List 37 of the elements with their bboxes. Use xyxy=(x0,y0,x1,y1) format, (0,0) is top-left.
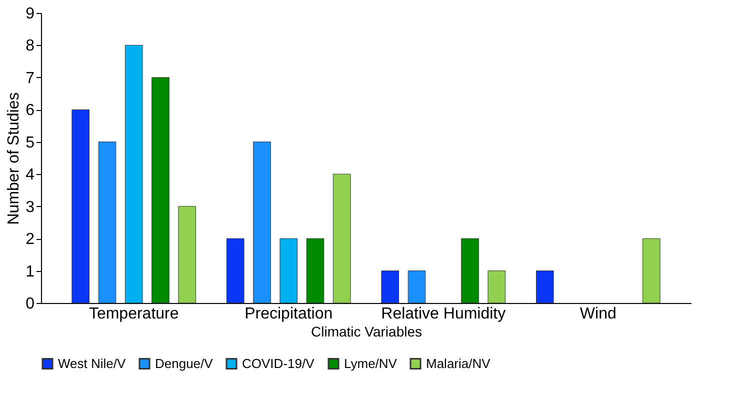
bar xyxy=(124,44,143,304)
y-tick-label: 7 xyxy=(26,70,35,87)
x-axis-title: Climatic Variables xyxy=(311,324,422,340)
x-tick-label: Wind xyxy=(580,306,616,322)
legend-label: West Nile/V xyxy=(58,356,126,371)
y-tick-label: 0 xyxy=(26,296,35,312)
bar xyxy=(488,270,506,304)
y-tick-label: 2 xyxy=(26,231,35,248)
bar xyxy=(408,270,426,304)
bar xyxy=(72,109,90,304)
legend-label: Lyme/NV xyxy=(344,356,398,371)
x-tick-label: Precipitation xyxy=(244,306,333,322)
bar xyxy=(152,77,170,304)
y-tick-label: 9 xyxy=(26,6,35,22)
legend-label: Dengue/V xyxy=(155,356,214,371)
bar xyxy=(280,238,298,304)
bar xyxy=(226,238,244,304)
y-axis-title: Number of Studies xyxy=(6,92,23,225)
y-tick-label: 8 xyxy=(26,38,35,55)
x-tick-label: Temperature xyxy=(88,306,179,322)
y-tick-label: 3 xyxy=(26,198,35,216)
bar xyxy=(306,238,324,304)
y-tick-label: 4 xyxy=(26,166,35,184)
legend-label: COVID-19/V xyxy=(242,356,315,371)
bar xyxy=(332,174,351,304)
y-tick-label: 5 xyxy=(26,134,35,152)
bar xyxy=(642,238,660,304)
legend-label: Malaria/NV xyxy=(426,356,491,371)
bar xyxy=(98,142,116,304)
y-tick-label: 1 xyxy=(26,263,35,280)
x-tick-label: Relative Humidity xyxy=(381,306,506,322)
bar xyxy=(461,238,479,304)
bar xyxy=(381,270,400,304)
bar xyxy=(536,270,554,304)
bar xyxy=(178,206,196,304)
bar xyxy=(253,142,271,304)
y-tick-label: 6 xyxy=(26,102,35,120)
